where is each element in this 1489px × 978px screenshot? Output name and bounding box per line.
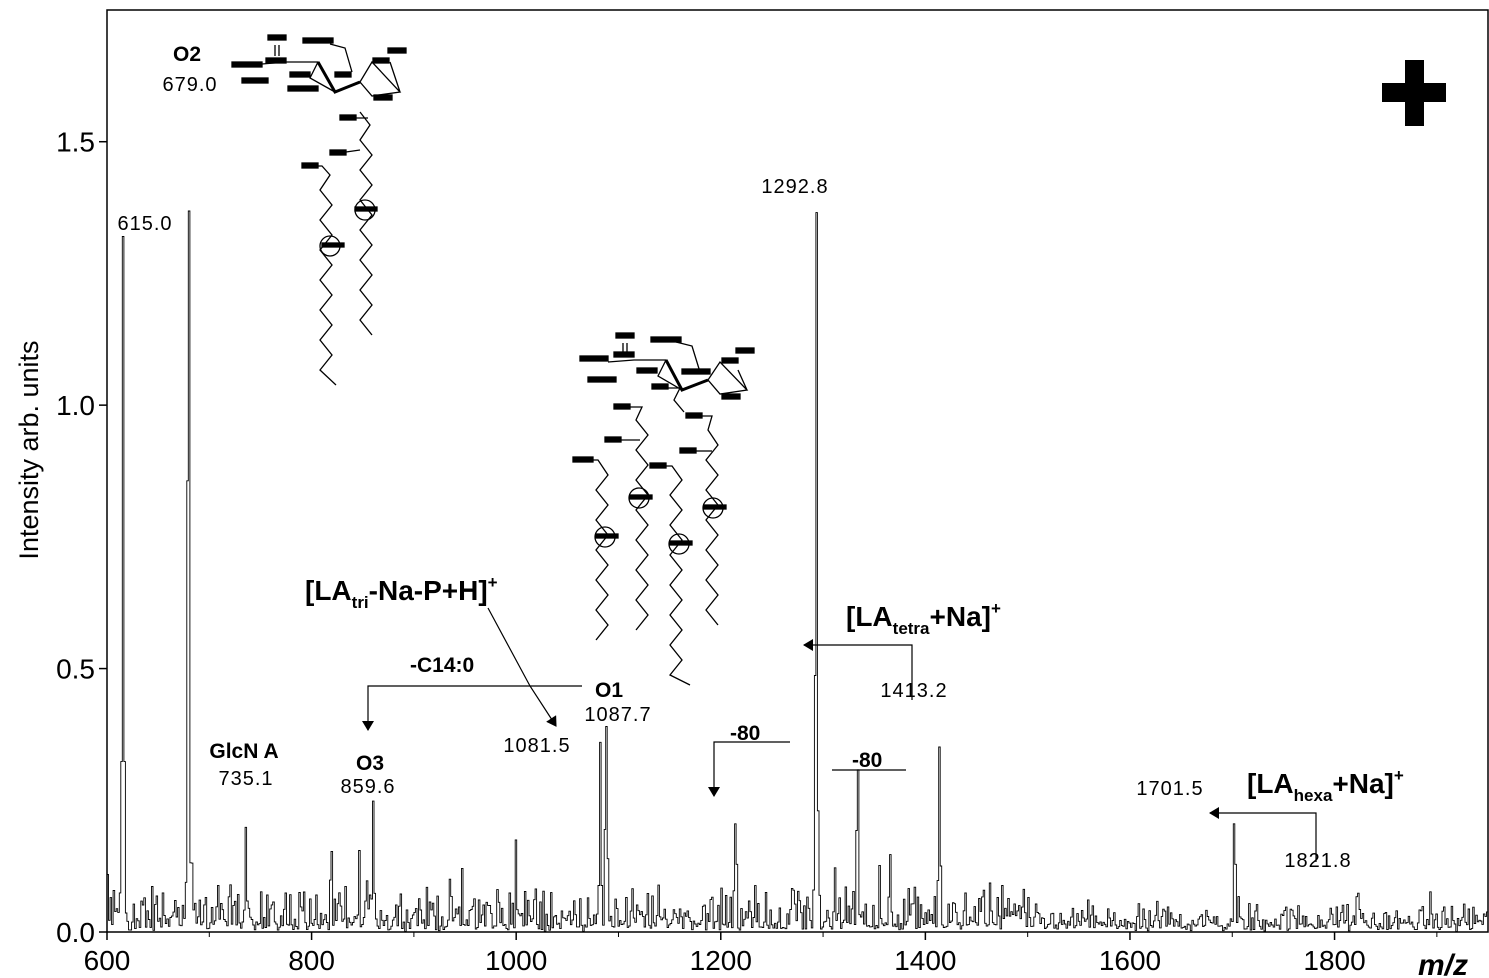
connector-line	[487, 607, 557, 727]
y-tick-label: 0.0	[56, 917, 95, 948]
x-tick-label: 1800	[1303, 945, 1365, 976]
connector-line	[708, 741, 790, 797]
connector-line	[362, 685, 582, 731]
x-axis-title: m/z	[1418, 949, 1468, 978]
axes: 600 800 1000 1200 1400 1600 1800 0.0 0.5 1.0 1.5	[56, 127, 1438, 976]
peak-name-label: O1	[595, 679, 623, 702]
x-tick-label: 1000	[485, 945, 547, 976]
loss-80-label-a: -80	[730, 722, 760, 745]
peak-mz-label: 615.0	[117, 213, 172, 235]
plot-frame	[106, 9, 1489, 933]
y-tick-label: 0.5	[56, 654, 95, 685]
x-tick-label: 1200	[690, 945, 752, 976]
loss-80-label-b: -80	[852, 749, 882, 772]
annotation-arrows	[362, 607, 1317, 862]
peak-mz-label: 1413.2	[880, 680, 947, 702]
peak-mz-label: 1701.5	[1136, 778, 1203, 800]
peak-mz-label: 1087.7	[584, 704, 651, 726]
peak-mz-label: 859.6	[340, 776, 395, 798]
peak-mz-label: 679.0	[162, 74, 217, 96]
peak-name-label: O3	[356, 752, 384, 775]
connector-line	[803, 639, 913, 700]
peak-labels: 615.0 679.0 O2 735.1 GlcN A 859.6O3 1081.5 1087…	[117, 43, 1351, 872]
x-tick-label: 1400	[894, 945, 956, 976]
loss-c14-label: -C14:0	[410, 654, 474, 677]
lipid-a-structure-large-icon	[572, 332, 755, 686]
peak-mz-label: 1081.5	[503, 735, 570, 757]
la-tri-annotation: [LAtri-Na-P+H]+	[305, 573, 498, 612]
y-axis-title: Intensity arb. units	[14, 340, 44, 559]
positive-mode-plus-icon	[1382, 60, 1446, 126]
y-tick-label: 1.5	[56, 127, 95, 158]
peak-mz-label: 1821.8	[1284, 850, 1351, 872]
spectrum-trace	[107, 210, 1489, 933]
la-tetra-annotation: [LAtetra+Na]+	[846, 599, 1001, 638]
peak-mz-label: 735.1	[218, 768, 273, 790]
spectrum-line	[107, 210, 1489, 933]
connector-line	[1209, 807, 1317, 862]
peak-mz-label: 1292.8	[761, 176, 828, 198]
x-tick-label: 800	[288, 945, 335, 976]
x-tick-label: 1600	[1099, 945, 1161, 976]
peak-name-label: O2	[173, 43, 201, 66]
x-tick-label: 600	[84, 945, 131, 976]
y-tick-label: 1.0	[56, 390, 95, 421]
la-hexa-annotation: [LAhexa+Na]+	[1247, 766, 1404, 805]
lipid-a-structure-small-icon	[231, 34, 407, 386]
peak-name-label: GlcN A	[209, 740, 278, 763]
